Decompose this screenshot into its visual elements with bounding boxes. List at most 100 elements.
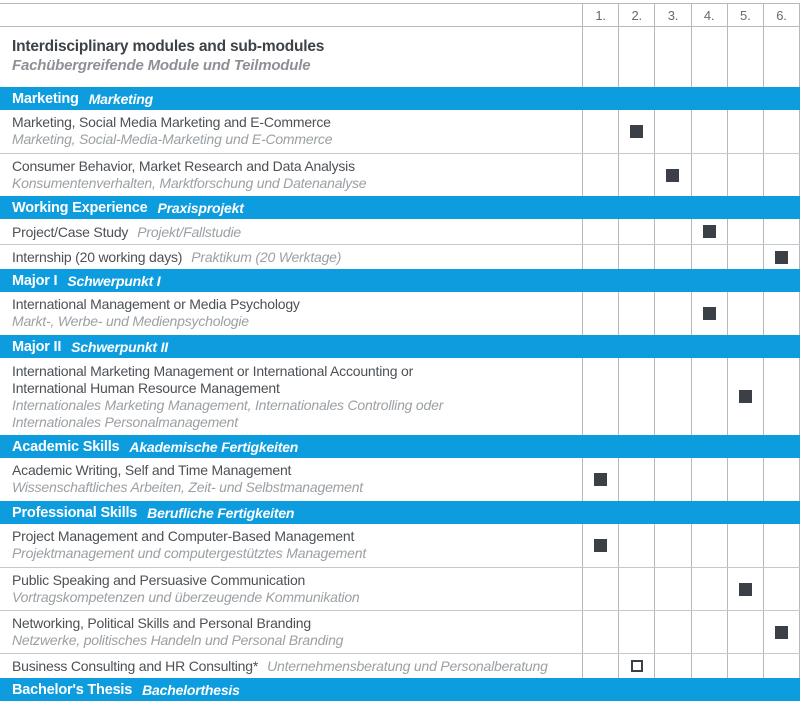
semester-cell	[690, 110, 727, 153]
semester-cell	[618, 219, 654, 244]
module-name-en: Public Speaking and Persuasive Communica…	[12, 572, 306, 588]
semester-cell	[690, 458, 727, 501]
module-name-en: Networking, Political Skills and Persona…	[12, 615, 311, 631]
semester-cell	[654, 458, 690, 501]
module-marker-filled-icon	[774, 250, 788, 264]
section-band: Academic Skills Akademische Fertigkeiten	[0, 435, 800, 458]
module-name-de: Vortragskompetenzen und überzeugende Kom…	[12, 589, 360, 605]
module-name-en: International Marketing Management or In…	[12, 363, 414, 379]
semester-cell	[762, 358, 800, 435]
module-label: Public Speaking and Persuasive Communica…	[0, 568, 582, 610]
semester-cell	[726, 292, 763, 335]
module-row: Academic Writing, Self and Time Manageme…	[0, 458, 800, 501]
semester-cell	[654, 654, 690, 678]
row-columns	[582, 292, 800, 335]
semester-cell	[582, 611, 618, 653]
module-row: Public Speaking and Persuasive Communica…	[0, 567, 800, 610]
row-columns	[582, 654, 800, 678]
semester-column-header: 1.	[582, 4, 618, 26]
header-columns: 1. 2. 3. 4. 5. 6.	[582, 4, 800, 26]
semester-cell	[618, 27, 654, 87]
semester-cell	[582, 292, 618, 335]
semester-cell	[690, 654, 727, 678]
module-label: Business Consulting and HR Consulting* Un…	[0, 654, 582, 678]
semester-cell	[726, 154, 763, 196]
module-marker-filled-icon	[594, 539, 608, 552]
row-columns	[582, 358, 800, 435]
module-name-de: Projekt/Fallstudie	[137, 223, 242, 240]
module-name-en: Internship (20 working days)	[12, 249, 183, 265]
semester-cell	[726, 458, 763, 501]
module-label: Project/Case Study Projekt/Fallstudie	[0, 219, 582, 244]
semester-cell	[618, 611, 654, 653]
module-name-de: Netzwerke, politisches Handeln und Perso…	[12, 632, 344, 648]
semester-cell	[582, 219, 618, 244]
module-row: Networking, Political Skills and Persona…	[0, 610, 800, 653]
module-name-en: International Human Resource Management	[12, 380, 280, 396]
semester-cell	[582, 654, 618, 678]
band-label-de: Praxisprojekt	[157, 199, 244, 216]
row-columns	[582, 458, 800, 501]
module-name-de: Internationales Personalmanagement	[12, 414, 238, 430]
semester-cell	[654, 611, 690, 653]
semester-cell	[654, 245, 690, 269]
semester-cell	[654, 110, 690, 153]
section-band: Major II Schwerpunkt II	[0, 335, 800, 358]
module-name-de: Internationales Marketing Management, In…	[12, 397, 444, 413]
semester-cell	[618, 524, 654, 567]
semester-cell	[762, 524, 800, 567]
band-label-en: Bachelor's Thesis	[12, 681, 133, 698]
section-band: Working Experience Praxisprojekt	[0, 196, 800, 219]
semester-cell	[690, 611, 727, 653]
semester-cell	[618, 245, 654, 269]
table-body: Marketing Marketing Marketing, Social Medi…	[0, 87, 800, 701]
row-columns	[582, 154, 800, 196]
semester-cell	[582, 110, 618, 153]
title-columns	[582, 27, 800, 87]
semester-cell	[618, 292, 654, 335]
semester-cell	[726, 110, 763, 153]
semester-cell	[690, 524, 727, 567]
module-name-de: Unternehmensberatung und Personalberatun…	[267, 658, 548, 674]
semester-cell	[582, 245, 618, 269]
module-name-de: Projektmanagement und computergestütztes…	[12, 545, 367, 561]
semester-cell	[582, 524, 618, 567]
module-marker-filled-icon	[774, 625, 788, 639]
semester-cell	[618, 568, 654, 610]
semester-cell	[762, 292, 800, 335]
semester-column-header: 5.	[726, 4, 763, 26]
row-columns	[582, 110, 800, 153]
band-label-en: Working Experience	[12, 199, 148, 216]
module-label: Project Management and Computer-Based Ma…	[0, 524, 582, 567]
semester-cell	[726, 27, 763, 87]
semester-cell	[726, 524, 763, 567]
band-label-de: Schwerpunkt I	[67, 272, 161, 289]
module-row: Marketing, Social Media Marketing and E-…	[0, 110, 800, 153]
section-band: Marketing Marketing	[0, 87, 800, 110]
module-row: International Management or Media Psycho…	[0, 292, 800, 335]
band-label-de: Akademische Fertigkeiten	[129, 438, 299, 455]
semester-cell	[690, 245, 727, 269]
semester-cell	[762, 110, 800, 153]
semester-cell	[690, 292, 727, 335]
semester-cell	[690, 27, 727, 87]
semester-column-header: 4.	[690, 4, 727, 26]
semester-cell	[582, 27, 618, 87]
module-marker-filled-icon	[666, 168, 680, 182]
module-marker-filled-icon	[630, 125, 644, 138]
section-band: Bachelor's Thesis Bachelorthesis	[0, 678, 800, 701]
module-label: Networking, Political Skills and Persona…	[0, 611, 582, 653]
semester-cell	[762, 219, 800, 244]
semester-cell	[762, 654, 800, 678]
header-spacer	[0, 4, 582, 26]
semester-cell	[762, 154, 800, 196]
band-label-de: Schwerpunkt II	[71, 338, 168, 355]
semester-cell	[762, 245, 800, 269]
semester-cell	[618, 458, 654, 501]
semester-cell	[618, 154, 654, 196]
row-columns	[582, 245, 800, 269]
semester-cell	[582, 154, 618, 196]
module-label: International Marketing Management or In…	[0, 358, 582, 435]
semester-cell	[654, 292, 690, 335]
